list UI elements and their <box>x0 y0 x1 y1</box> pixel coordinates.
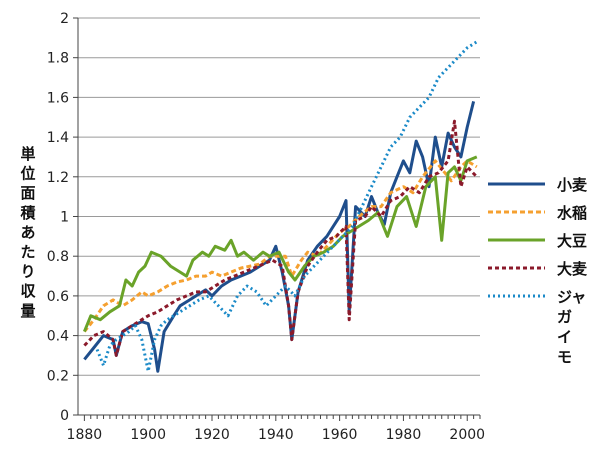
series-line-1 <box>83 101 476 373</box>
series-line-5 <box>95 40 478 373</box>
x-tick-label: 1920 <box>194 427 230 443</box>
y-axis-title-char: 積 <box>19 204 36 222</box>
y-tick-label: 0.4 <box>47 329 69 345</box>
x-tick-label: 1980 <box>386 427 422 443</box>
y-axis-title-char: 面 <box>20 184 35 202</box>
gridlines <box>78 17 480 376</box>
series-line-2 <box>83 159 478 333</box>
axes: 0 0.2 0.4 0.6 0.8 1 1.2 1.4 1.6 1.8 2 1880 1900 1920 1… <box>47 11 485 443</box>
y-tick-label: 1 <box>60 210 69 226</box>
x-tick-label: 2000 <box>449 427 485 443</box>
y-tick-label: 0.2 <box>47 368 69 384</box>
y-tick-label: 0.8 <box>47 249 69 265</box>
x-tick-label: 1880 <box>67 427 103 443</box>
legend-label-5: イ <box>557 328 572 346</box>
legend-label-5: モ <box>557 348 572 366</box>
y-tick-label: 1.6 <box>47 90 69 106</box>
legend-label-4: 大麦 <box>557 260 588 278</box>
legend-label-5: ガ <box>557 308 572 326</box>
legend-label-2: 水稲 <box>557 204 587 222</box>
x-tick-label: 1940 <box>258 427 294 443</box>
y-axis-title-char: 収 <box>20 282 36 300</box>
y-tick-label: 1.2 <box>47 170 69 186</box>
series-line-3 <box>83 155 478 333</box>
legend-label-1: 小麦 <box>557 176 588 194</box>
y-axis-title-char: り <box>20 263 35 281</box>
y-tick-label: 2 <box>60 11 69 27</box>
y-axis-title-char: 量 <box>20 302 35 320</box>
y-axis-title-char: た <box>20 243 35 261</box>
y-tick-label: 0.6 <box>47 289 69 305</box>
y-tick-label: 0 <box>60 408 69 424</box>
legend-label-5: ジャ <box>557 288 586 306</box>
legend-label-3: 大豆 <box>557 232 587 250</box>
series-lines <box>83 40 478 373</box>
x-tick-label: 1900 <box>130 427 166 443</box>
y-tick-label: 1.4 <box>47 130 69 146</box>
y-axis-title-char: あ <box>20 223 35 241</box>
y-tick-label: 1.8 <box>47 51 69 67</box>
y-axis-title-char: 単 <box>20 145 35 163</box>
series-line-4 <box>83 119 478 357</box>
y-axis-title-char: 位 <box>20 165 35 183</box>
x-tick-label: 1960 <box>322 427 358 443</box>
